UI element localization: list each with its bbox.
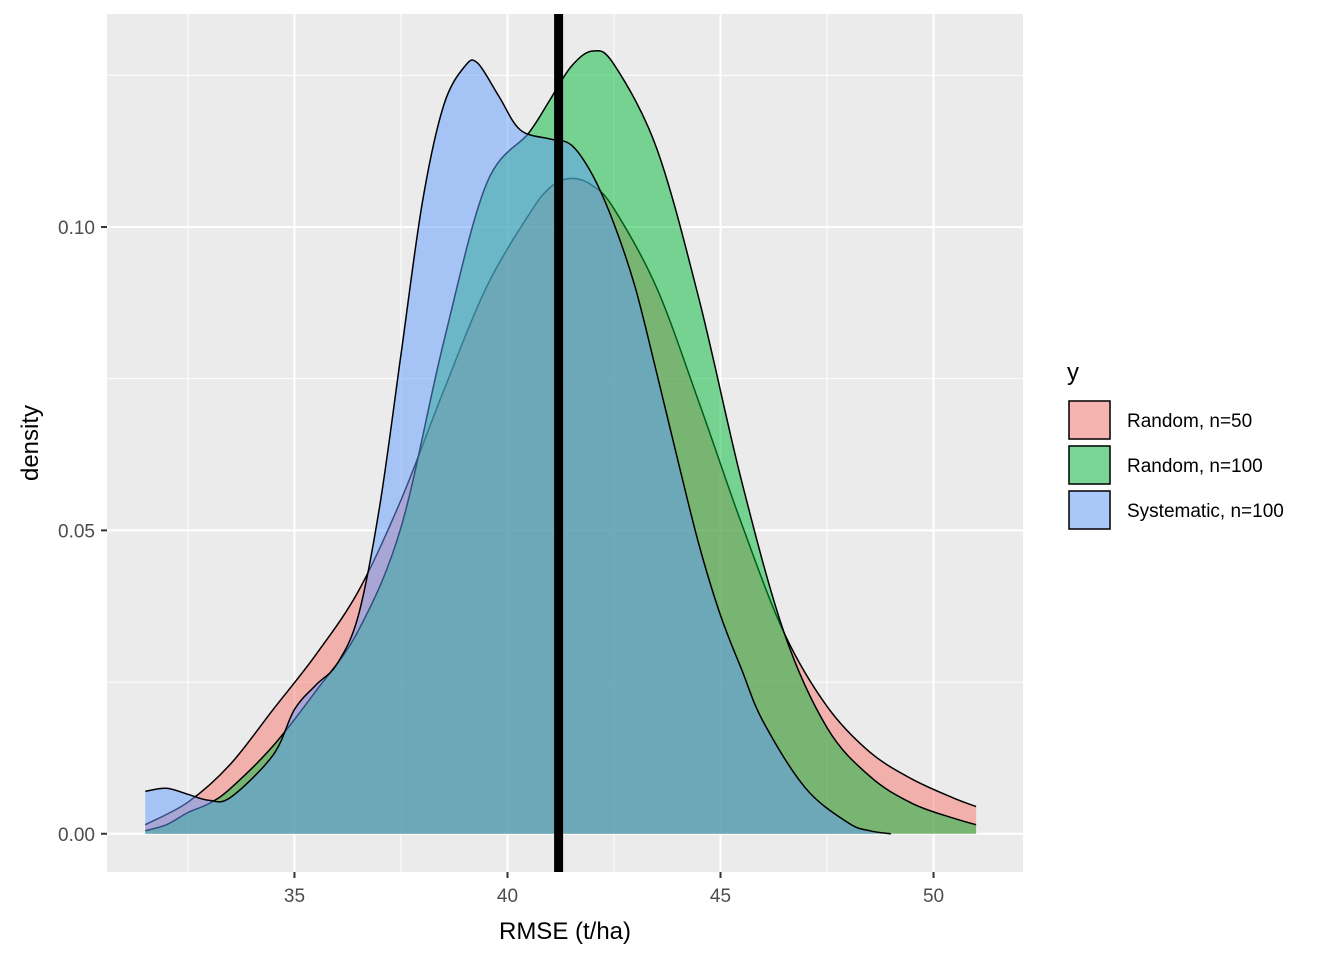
density-outline-series-2 <box>145 49 977 832</box>
legend-items: Random, n=50 Random, n=100 Systematic, n=1… <box>1068 400 1284 530</box>
density-area-series-3 <box>145 59 891 834</box>
x-tick-label: 40 <box>497 886 518 907</box>
legend-key-swatch <box>1068 490 1111 530</box>
y-tick-label: 0.10 <box>58 218 95 239</box>
legend-title: y <box>1067 359 1079 386</box>
legend-label: Random, n=100 <box>1127 456 1263 477</box>
y-axis-title: density <box>17 405 44 481</box>
legend: y Random, n=50 Random, n=100 Systematic, n… <box>1067 359 1284 530</box>
legend-key-swatch <box>1068 400 1111 440</box>
x-tick-label: 50 <box>923 886 944 907</box>
x-tick-label: 35 <box>284 886 305 907</box>
legend-label: Systematic, n=100 <box>1127 501 1284 522</box>
y-tick-label: 0.00 <box>58 825 95 846</box>
x-tick-label: 45 <box>710 886 731 907</box>
y-axis: 0.00 0.05 0.10 <box>58 218 107 846</box>
legend-label: Random, n=50 <box>1127 411 1252 432</box>
x-axis-title: RMSE (t/ha) <box>499 918 631 945</box>
density-outline-series-3 <box>145 59 892 835</box>
legend-key-swatch <box>1068 445 1111 485</box>
y-tick-label: 0.05 <box>58 521 95 542</box>
x-axis: 35 40 45 50 <box>284 872 944 907</box>
